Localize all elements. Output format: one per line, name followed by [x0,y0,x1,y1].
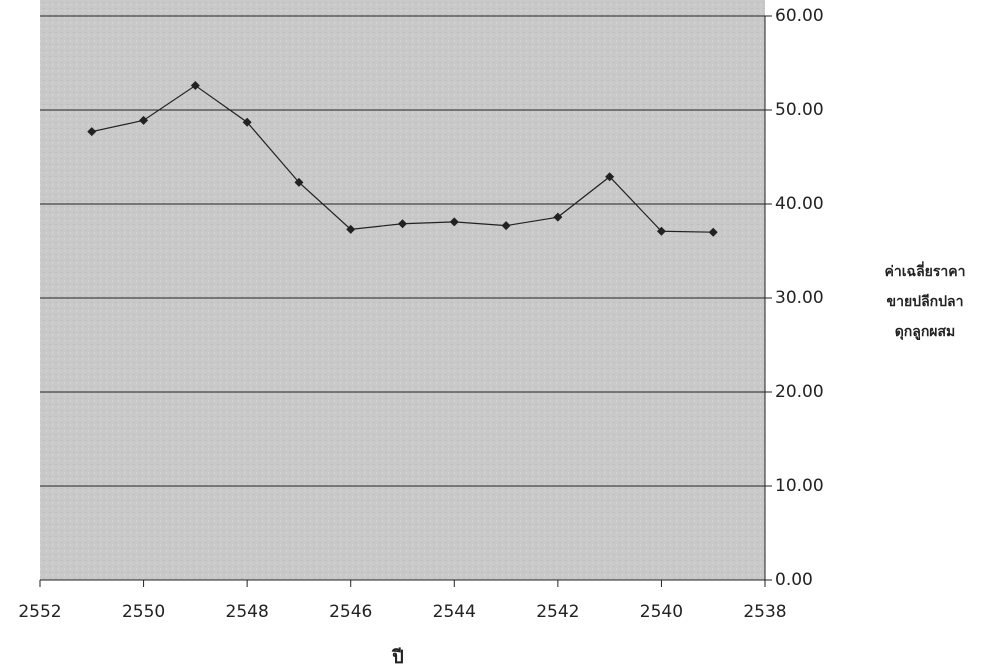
x-tick-label: 2548 [226,602,269,622]
x-tick-label: 2552 [18,602,61,622]
y-axis-title: ขายปลีกปลา [887,294,964,310]
y-tick-label: 30.00 [775,288,824,308]
x-tick-label: 2550 [122,602,165,622]
y-tick-label: 60.00 [775,6,824,26]
x-axis-title: ปี [391,647,404,668]
y-axis-title: ค่าเฉลี่ยราคา [885,261,966,280]
y-tick-label: 20.00 [775,382,824,402]
y-axis-title: ดุกลูกผสม [895,324,956,340]
x-tick-label: 2542 [536,602,579,622]
x-tick-label: 2544 [433,602,476,622]
y-tick-label: 50.00 [775,100,824,120]
x-tick-label: 2540 [640,602,683,622]
chart: ปี 0.00 10.00 20.00 30.00 40.00 50.00 60.00 255… [0,0,997,668]
y-tick-label: 0.00 [775,570,813,590]
x-tick-label: 2538 [743,602,786,622]
plot-area [40,0,765,580]
x-tick-label: 2546 [329,602,372,622]
y-tick-label: 40.00 [775,194,824,214]
y-tick-label: 10.00 [775,476,824,496]
